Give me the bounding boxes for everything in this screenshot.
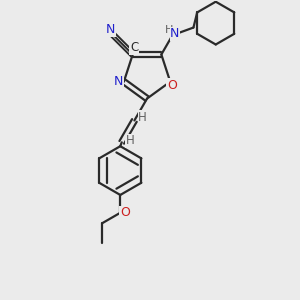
Text: N: N (106, 23, 115, 36)
Text: O: O (167, 79, 177, 92)
Text: H: H (165, 25, 173, 35)
Text: H: H (138, 111, 147, 124)
Text: C: C (130, 41, 138, 55)
Text: N: N (170, 27, 180, 40)
Text: N: N (114, 75, 123, 88)
Text: H: H (126, 134, 134, 147)
Text: O: O (120, 206, 130, 219)
